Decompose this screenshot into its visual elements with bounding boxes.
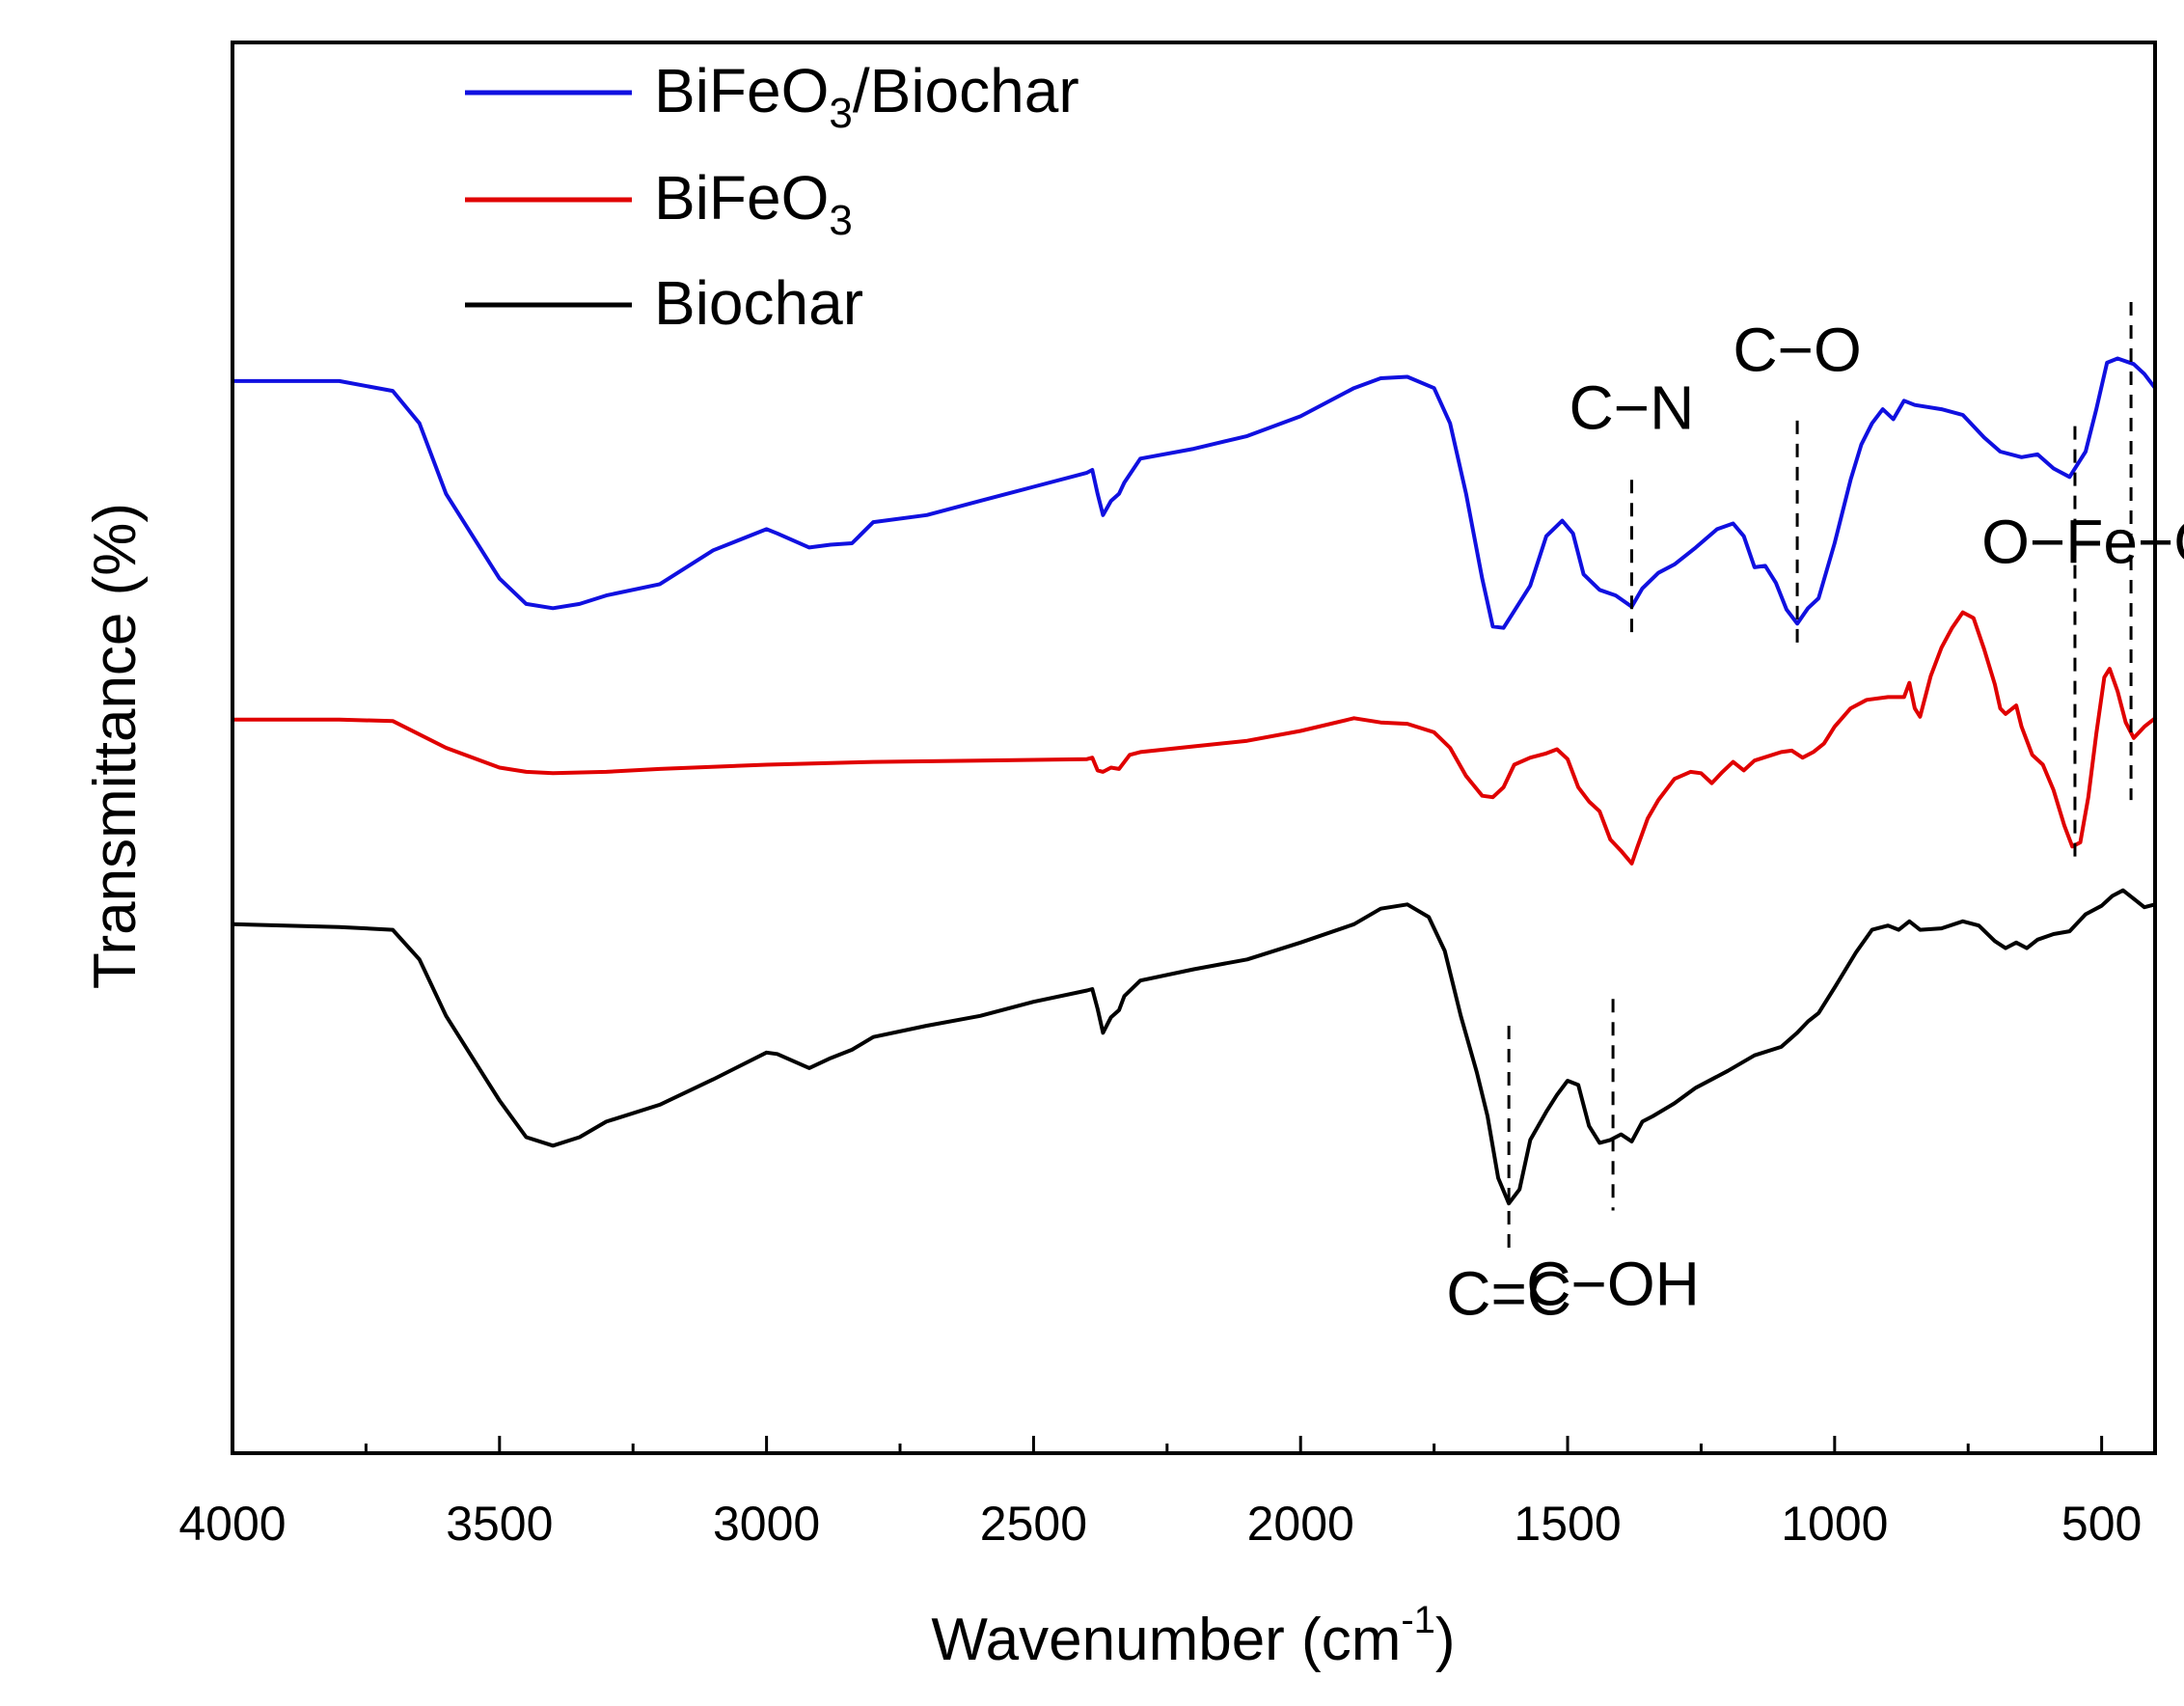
- x-tick-label: 1500: [1514, 1497, 1621, 1551]
- annotation-label-5: C=C: [1446, 1259, 1571, 1329]
- x-axis-title-main: Wavenumber (cm: [931, 1607, 1401, 1673]
- x-axis-title-close: ): [1435, 1607, 1456, 1673]
- y-axis-title: Transmittance (%): [82, 503, 149, 989]
- annotation-label-6: C−OH: [1526, 1249, 1700, 1318]
- x-tick-label: 2000: [1247, 1497, 1354, 1551]
- series-line-2: [231, 888, 2157, 1206]
- x-tick-label: 3000: [713, 1497, 820, 1551]
- annotation-layer: C−N C−O O−Fe−O C=CC−OH: [1446, 302, 2184, 1329]
- annotation-label-1: C−O: [1733, 316, 1861, 385]
- x-tick-label: 4000: [178, 1497, 286, 1551]
- x-tick-label: 1000: [1781, 1497, 1888, 1551]
- annotation-label-0: C−N: [1570, 373, 1695, 443]
- series-line-1: [231, 610, 2157, 866]
- x-axis-title-sup: -1: [1401, 1599, 1435, 1641]
- x-axis-ticks: 4000 3500 3000 2500 2000 1500 1000 500: [178, 1436, 2142, 1551]
- legend-label-0: BiFeO3/Biochar: [654, 56, 1079, 137]
- series-line-0: [231, 356, 2157, 630]
- x-tick-label: 3500: [446, 1497, 553, 1551]
- legend: BiFeO3/Biochar BiFeO3 Biochar: [465, 56, 1079, 338]
- legend-label-1: BiFeO3: [654, 163, 853, 244]
- x-axis-title: Wavenumber (cm-1): [931, 1599, 1455, 1673]
- series-layer: [231, 356, 2157, 1206]
- x-tick-label: 2500: [980, 1497, 1087, 1551]
- plot-frame: [231, 41, 2157, 1455]
- annotation-label-2: O−Fe−O: [1981, 507, 2184, 576]
- x-tick-label: 500: [2061, 1497, 2142, 1551]
- legend-label-2: Biochar: [654, 268, 863, 338]
